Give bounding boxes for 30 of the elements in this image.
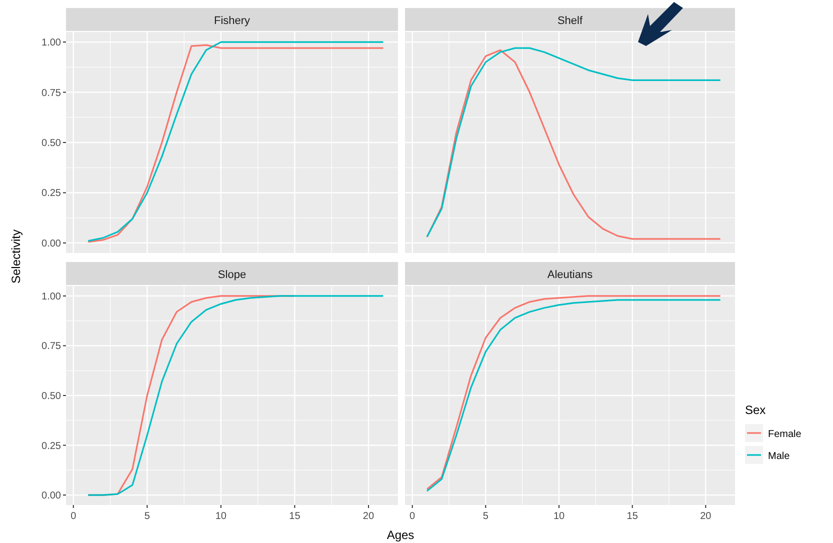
y-tick-label: 0.75 (42, 88, 62, 99)
y-tick-label: 0.00 (42, 238, 62, 250)
x-tick-label: 20 (700, 511, 712, 522)
x-tick-label: 5 (482, 511, 489, 522)
y-axis-title: Selectivity (9, 229, 23, 284)
x-tick-label: 0 (410, 511, 416, 522)
y-tick-label: 0.75 (42, 341, 62, 352)
y-tick-label: 0.50 (42, 138, 62, 149)
legend-label: Female (768, 429, 802, 440)
y-tick-label: 0.50 (42, 391, 62, 402)
chart-title: Slope (218, 269, 246, 281)
x-tick-label: 15 (289, 511, 301, 522)
chart-title: Fishery (214, 15, 251, 27)
y-tick-label: 1.00 (42, 291, 62, 302)
y-tick-label: 0.25 (42, 440, 62, 452)
chart-title: Shelf (557, 15, 584, 27)
y-tick-label: 1.00 (42, 38, 62, 49)
x-tick-label: 10 (553, 511, 565, 522)
x-axis-title: Ages (386, 528, 414, 542)
x-tick-label: 10 (215, 511, 227, 522)
x-tick-label: 5 (144, 511, 150, 522)
chart-title: Aleutians (547, 269, 594, 281)
y-tick-label: 0.25 (42, 188, 62, 200)
x-tick-label: 0 (70, 511, 77, 522)
x-tick-label: 15 (626, 511, 638, 522)
y-tick-label: 0.00 (42, 490, 62, 502)
line-series (87, 295, 384, 496)
legend-label: Male (768, 451, 790, 462)
legend-title: Sex (745, 403, 766, 417)
x-tick-label: 20 (362, 511, 374, 522)
